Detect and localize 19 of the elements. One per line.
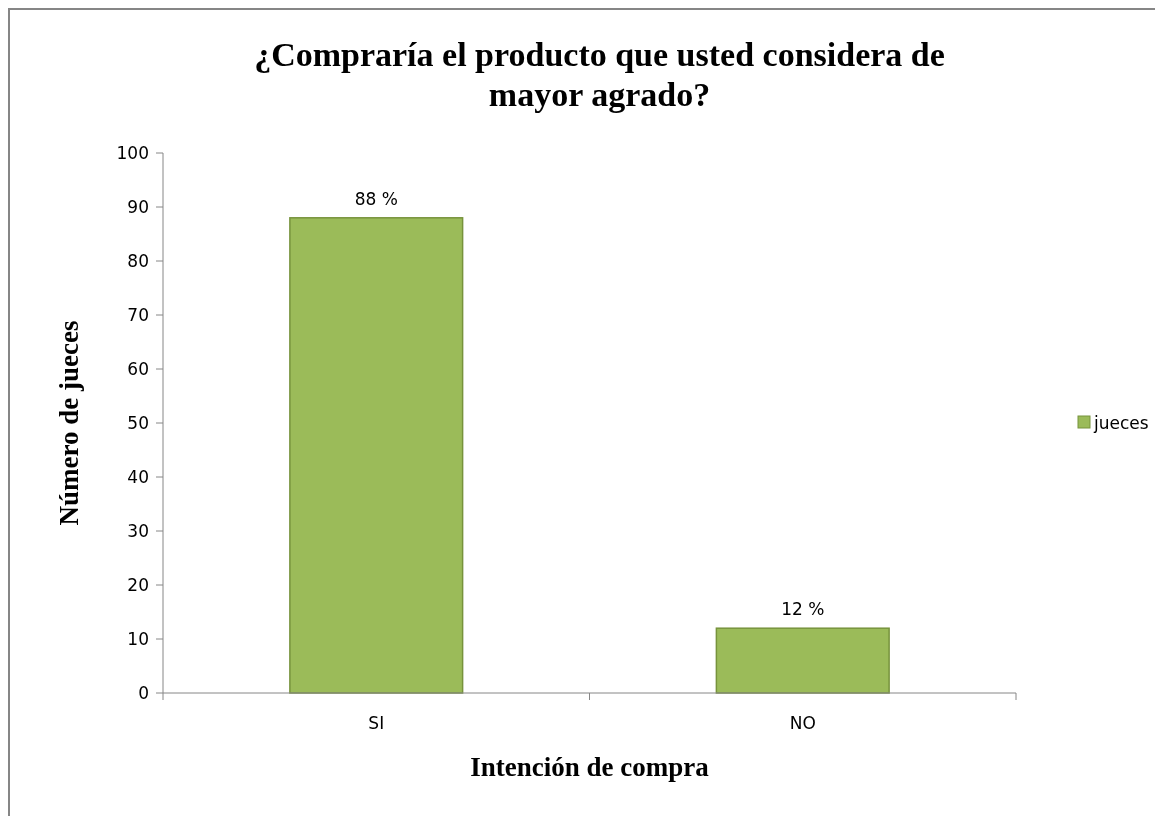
y-tick-label: 50 (127, 412, 149, 433)
y-tick-label: 90 (127, 196, 149, 217)
y-tick-label: 80 (127, 250, 149, 271)
y-tick-label: 100 (116, 142, 149, 163)
y-tick-label: 30 (127, 520, 149, 541)
y-tick-label: 40 (127, 466, 149, 487)
y-axis-title: Número de jueces (54, 320, 84, 526)
y-tick-label: 0 (138, 682, 149, 703)
legend-label: jueces (1093, 412, 1149, 433)
y-tick-label: 10 (127, 628, 149, 649)
x-axis-title: Intención de compra (470, 752, 710, 782)
chart-title: ¿Compraría el producto que usted considera de mayor agrado? (254, 36, 945, 113)
x-tick-label: NO (789, 713, 816, 733)
y-tick-label: 20 (127, 574, 149, 595)
y-tick-label: 60 (127, 358, 149, 379)
x-tick-label: SI (368, 713, 385, 733)
data-label: 88 % (354, 188, 398, 209)
y-tick-label: 70 (127, 304, 149, 325)
data-label: 12 % (781, 599, 825, 620)
